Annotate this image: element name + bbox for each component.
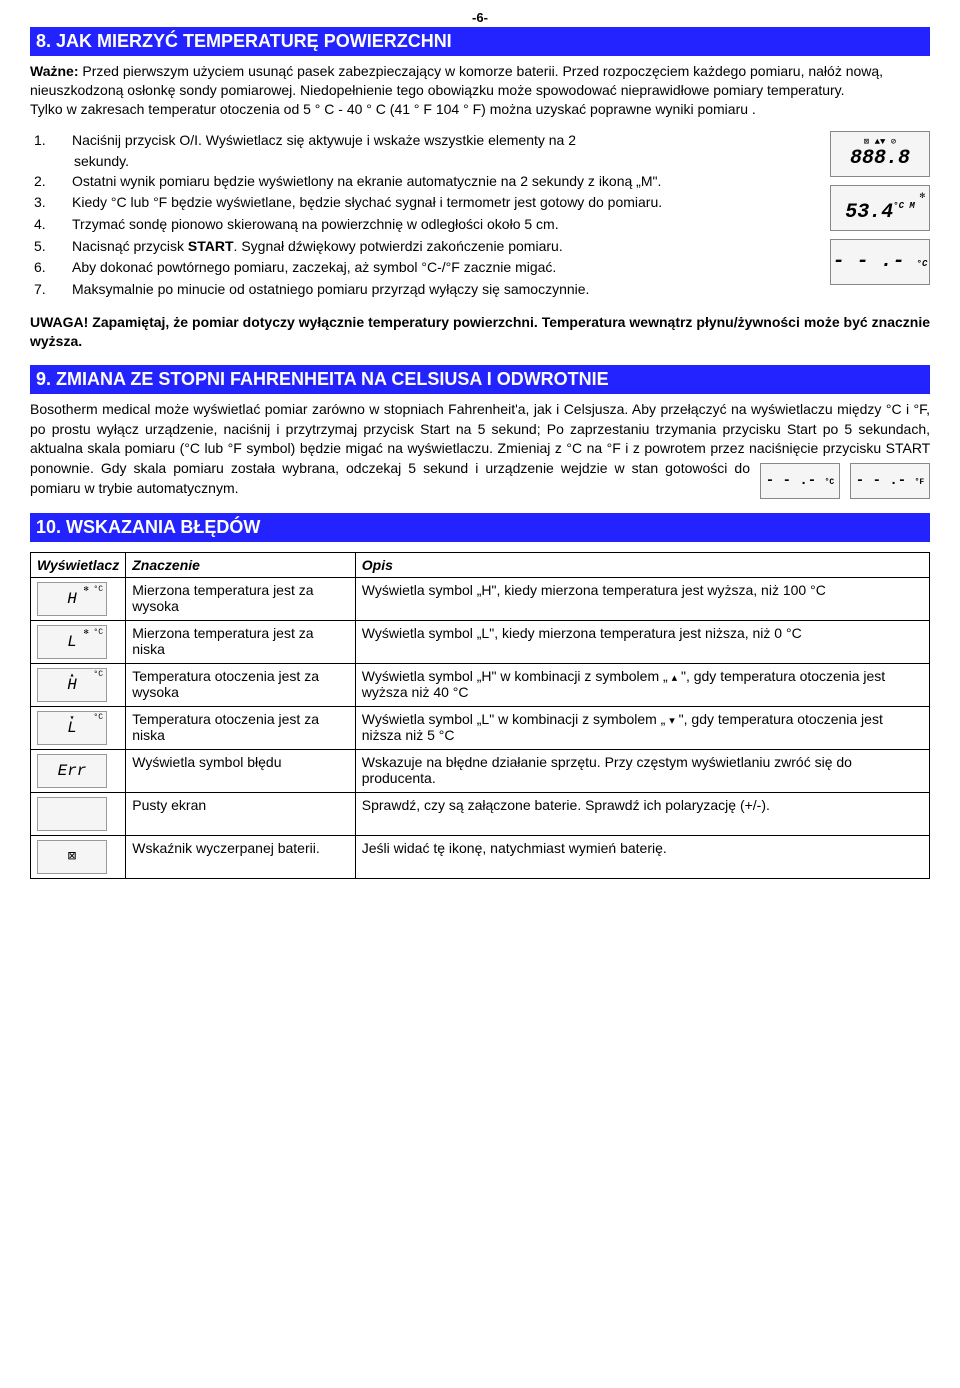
intro-bold: Ważne:	[30, 63, 78, 79]
s9-lcds: - - .- °C - - .- °F	[760, 463, 930, 499]
section-8-steps-wrap: ⊠ ▲▼ ⊘ 888.8 ✻ 53.4°C M - - .- °C 1.Naci…	[30, 131, 930, 300]
lcd-display-2: ✻ 53.4°C M	[830, 185, 930, 231]
lcd-mini-icon: ✻ °CL	[37, 625, 107, 659]
display-cell: ⊠	[31, 835, 126, 878]
desc-cell: Wskazuje na błędne działanie sprzętu. Pr…	[355, 749, 929, 792]
table-row: ⊠ Wskaźnik wyczerpanej baterii.Jeśli wida…	[31, 835, 930, 878]
intro-text-1: Przed pierwszym użyciem usunąć pasek zab…	[30, 63, 883, 98]
step-1-cont: sekundy.	[54, 152, 810, 172]
step-4: 4.Trzymać sondę pionowo skierowaną na po…	[54, 215, 810, 235]
lcd-c: - - .- °C	[760, 463, 840, 499]
lcd3-main: - - .- °C	[833, 251, 928, 273]
lcd2-main: 53.4°C M	[845, 202, 915, 224]
meaning-cell: Temperatura otoczenia jest za niska	[126, 706, 356, 749]
display-cell: ✻ °CH	[31, 577, 126, 620]
intro-text-2: Tylko w zakresach temperatur otoczenia o…	[30, 101, 756, 117]
step-1: 1.Naciśnij przycisk O/I. Wyświetlacz się…	[54, 131, 810, 151]
desc-cell: Wyświetla symbol „H" w kombinacji z symb…	[355, 663, 929, 706]
desc-cell: Jeśli widać tę ikonę, natychmiast wymień…	[355, 835, 929, 878]
lcd-mini-icon	[37, 797, 107, 831]
lcd-display-3: - - .- °C	[830, 239, 930, 285]
table-row: ✻ °CH Mierzona temperatura jest za wysoka…	[31, 577, 930, 620]
section-8-header: 8. JAK MIERZYĆ TEMPERATURĘ POWIERZCHNI	[30, 27, 930, 56]
meaning-cell: Temperatura otoczenia jest za wysoka	[126, 663, 356, 706]
col-display: Wyświetlacz	[31, 552, 126, 577]
table-row: Pusty ekranSprawdź, czy są załączone bat…	[31, 792, 930, 835]
meaning-cell: Mierzona temperatura jest za niska	[126, 620, 356, 663]
desc-cell: Wyświetla symbol „L", kiedy mierzona tem…	[355, 620, 929, 663]
meaning-cell: Wskaźnik wyczerpanej baterii.	[126, 835, 356, 878]
lcd-mini-icon: ⊠	[37, 840, 107, 874]
meaning-cell: Pusty ekran	[126, 792, 356, 835]
table-row: Err Wyświetla symbol błęduWskazuje na błę…	[31, 749, 930, 792]
meaning-cell: Wyświetla symbol błędu	[126, 749, 356, 792]
lcd-stack: ⊠ ▲▼ ⊘ 888.8 ✻ 53.4°C M - - .- °C	[830, 131, 930, 285]
col-meaning: Znaczenie	[126, 552, 356, 577]
s9-p1: Bosotherm medical może wyświetlać pomiar…	[30, 401, 930, 456]
s9-bold: START	[886, 440, 930, 456]
display-cell	[31, 792, 126, 835]
meaning-cell: Mierzona temperatura jest za wysoka	[126, 577, 356, 620]
page-number: -6-	[30, 10, 930, 25]
table-row: ▾°CL Temperatura otoczenia jest za niskaW…	[31, 706, 930, 749]
section-8-intro: Ważne: Przed pierwszym użyciem usunąć pa…	[30, 62, 930, 119]
desc-cell: Wyświetla symbol „L" w kombinacji z symb…	[355, 706, 929, 749]
display-cell: Err	[31, 749, 126, 792]
lcd-mini-icon: ▾°CL	[37, 711, 107, 745]
col-desc: Opis	[355, 552, 929, 577]
lcd1-main: 888.8	[850, 148, 910, 170]
desc-cell: Wyświetla symbol „H", kiedy mierzona tem…	[355, 577, 929, 620]
section-10-header: 10. WSKAZANIA BŁĘDÓW	[30, 513, 930, 542]
table-row: ▴°CH Temperatura otoczenia jest za wysoka…	[31, 663, 930, 706]
desc-cell: Sprawdź, czy są załączone baterie. Spraw…	[355, 792, 929, 835]
lcd-mini-icon: ▴°CH	[37, 668, 107, 702]
lcd2-top: ✻	[920, 192, 929, 202]
lcd-mini-icon: ✻ °CH	[37, 582, 107, 616]
step-6: 6.Aby dokonać powtórnego pomiaru, zaczek…	[54, 258, 810, 278]
step-5: 5.Nacisnąć przycisk START. Sygnał dźwięk…	[54, 237, 810, 257]
display-cell: ✻ °CL	[31, 620, 126, 663]
lcd-f: - - .- °F	[850, 463, 930, 499]
step-2: 2.Ostatni wynik pomiaru będzie wyświetlo…	[54, 172, 810, 192]
display-cell: ▾°CL	[31, 706, 126, 749]
step-3: 3.Kiedy °C lub °F będzie wyświetlane, bę…	[54, 193, 810, 213]
step-7: 7.Maksymalnie po minucie od ostatniego p…	[54, 280, 810, 300]
section-8-warning: UWAGA! Zapamiętaj, że pomiar dotyczy wył…	[30, 313, 930, 351]
lcd-mini-icon: Err	[37, 754, 107, 788]
section-9-body: Bosotherm medical może wyświetlać pomiar…	[30, 400, 930, 499]
table-header-row: Wyświetlacz Znaczenie Opis	[31, 552, 930, 577]
error-table: Wyświetlacz Znaczenie Opis ✻ °CH Mierzona…	[30, 552, 930, 879]
s9-p2a: ponownie. Gdy skala pomiaru została	[30, 460, 282, 476]
table-row: ✻ °CL Mierzona temperatura jest za niskaW…	[31, 620, 930, 663]
lcd-display-1: ⊠ ▲▼ ⊘ 888.8	[830, 131, 930, 177]
display-cell: ▴°CH	[31, 663, 126, 706]
steps-list: 1.Naciśnij przycisk O/I. Wyświetlacz się…	[30, 131, 930, 300]
section-9-header: 9. ZMIANA ZE STOPNI FAHRENHEITA NA CELSI…	[30, 365, 930, 394]
